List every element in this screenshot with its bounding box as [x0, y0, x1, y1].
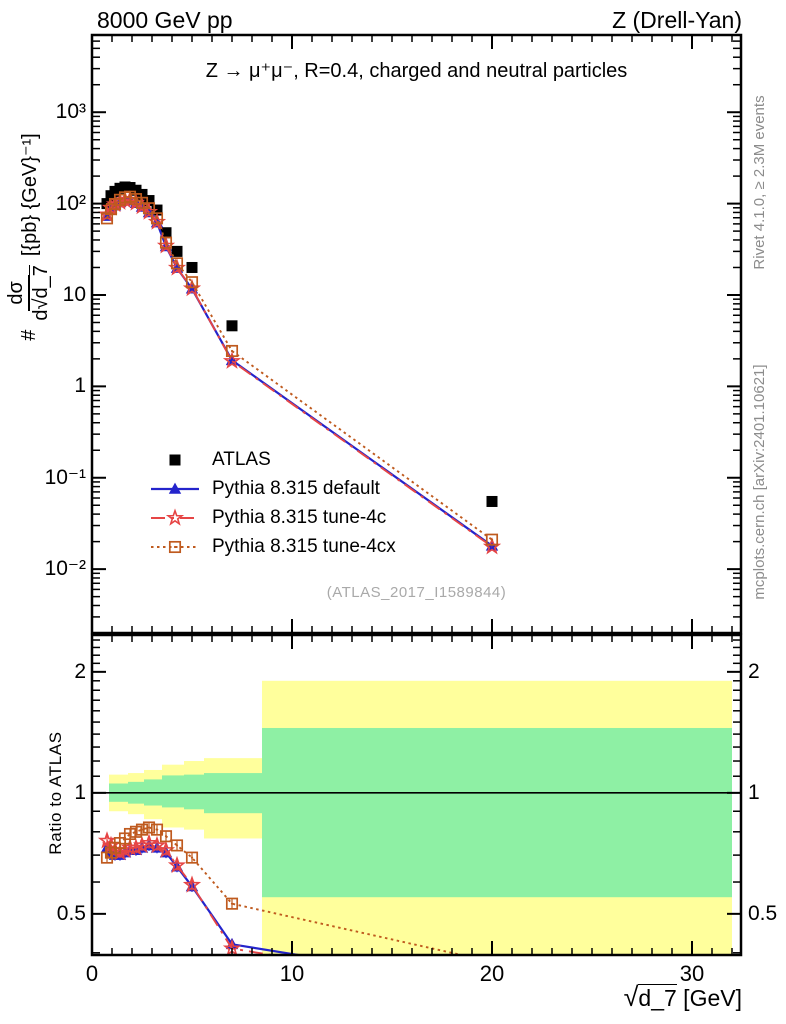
green-band-bin — [162, 775, 184, 808]
y-main-tick-label: 10⁻² — [44, 557, 86, 580]
beam-header: 8000 GeV pp — [97, 7, 233, 33]
x-axis-title: √d_7 [GeV] — [624, 982, 742, 1013]
axis-ticks — [92, 34, 741, 955]
legend-entry-pythia-8-315-default: Pythia 8.315 default — [149, 474, 396, 503]
main-panel-frame — [90, 33, 743, 635]
legend-entry-atlas: ATLAS — [149, 445, 396, 474]
mcplots-caption: mcplots.cern.ch [arXiv:2401.10621] — [751, 364, 768, 600]
x-title-radicand: d_7 — [638, 984, 677, 1011]
y-main-tick-label: 1 — [74, 374, 86, 397]
y-main-tick-label: 10 — [62, 283, 86, 306]
y-main-tick-label: 10⁻¹ — [44, 466, 86, 489]
y-ratio-tick-label-right: 0.5 — [748, 902, 778, 925]
legend-entry-pythia-8-315-tune-4cx: Pythia 8.315 tune-4cx — [149, 532, 396, 561]
legend: ATLAS Pythia 8.315 default Pythia 8.315 tu… — [149, 445, 396, 561]
plot-title: Z → μ⁺μ⁻, R=0.4, charged and neutral par… — [205, 60, 628, 82]
legend-marker-open-star — [151, 507, 199, 526]
x-title-units: [GeV] — [676, 985, 742, 1011]
series-ratio-pythia-8-315-tune-4c — [97, 831, 277, 955]
y-ratio-tick-label-right: 2 — [748, 660, 760, 683]
y-main-tick-label: 10³ — [55, 100, 86, 123]
y-ratio-tick-label-left: 1 — [74, 781, 86, 804]
legend-label: ATLAS — [212, 448, 271, 470]
analysis-watermark: (ATLAS_2017_I1589844) — [326, 584, 507, 601]
y-ratio-tick-label-left: 0.5 — [56, 902, 86, 925]
x-tick-label: 10 — [279, 961, 305, 986]
y-ratio-tick-label-left: 2 — [74, 660, 86, 683]
legend-marker-filled-square — [169, 454, 181, 465]
green-band-bin — [262, 727, 732, 898]
x-tick-label: 20 — [479, 961, 505, 986]
legend-marker-open-square-dot — [151, 540, 199, 553]
y-ratio-tick-label-right: 1 — [748, 781, 760, 804]
rivet-version-caption: Rivet 4.1.0, ≥ 2.3M events — [751, 95, 768, 270]
series-main-pythia-8-315-tune-4cx — [100, 190, 499, 546]
y-title-prefix: # — [17, 329, 40, 341]
legend-label: Pythia 8.315 tune-4cx — [212, 535, 396, 557]
x-tick-label: 0 — [85, 961, 99, 986]
legend-label: Pythia 8.315 tune-4c — [212, 506, 387, 528]
legend-label: Pythia 8.315 default — [212, 477, 380, 499]
legend-marker-filled-triangle — [151, 482, 199, 494]
ratio-panel-frame — [90, 633, 743, 957]
legend-entry-pythia-8-315-tune-4c: Pythia 8.315 tune-4c — [149, 503, 396, 532]
x-tick-label: 30 — [679, 961, 705, 986]
y-main-tick-label: 10² — [55, 192, 86, 215]
process-header: Z (Drell-Yan) — [612, 7, 742, 33]
ratio-uncertainty-bands — [109, 680, 732, 955]
series-ratio-pythia-8-315-tune-4cx — [100, 821, 466, 955]
green-band-bin — [184, 774, 204, 810]
x-title-radical: √ — [623, 982, 639, 1012]
